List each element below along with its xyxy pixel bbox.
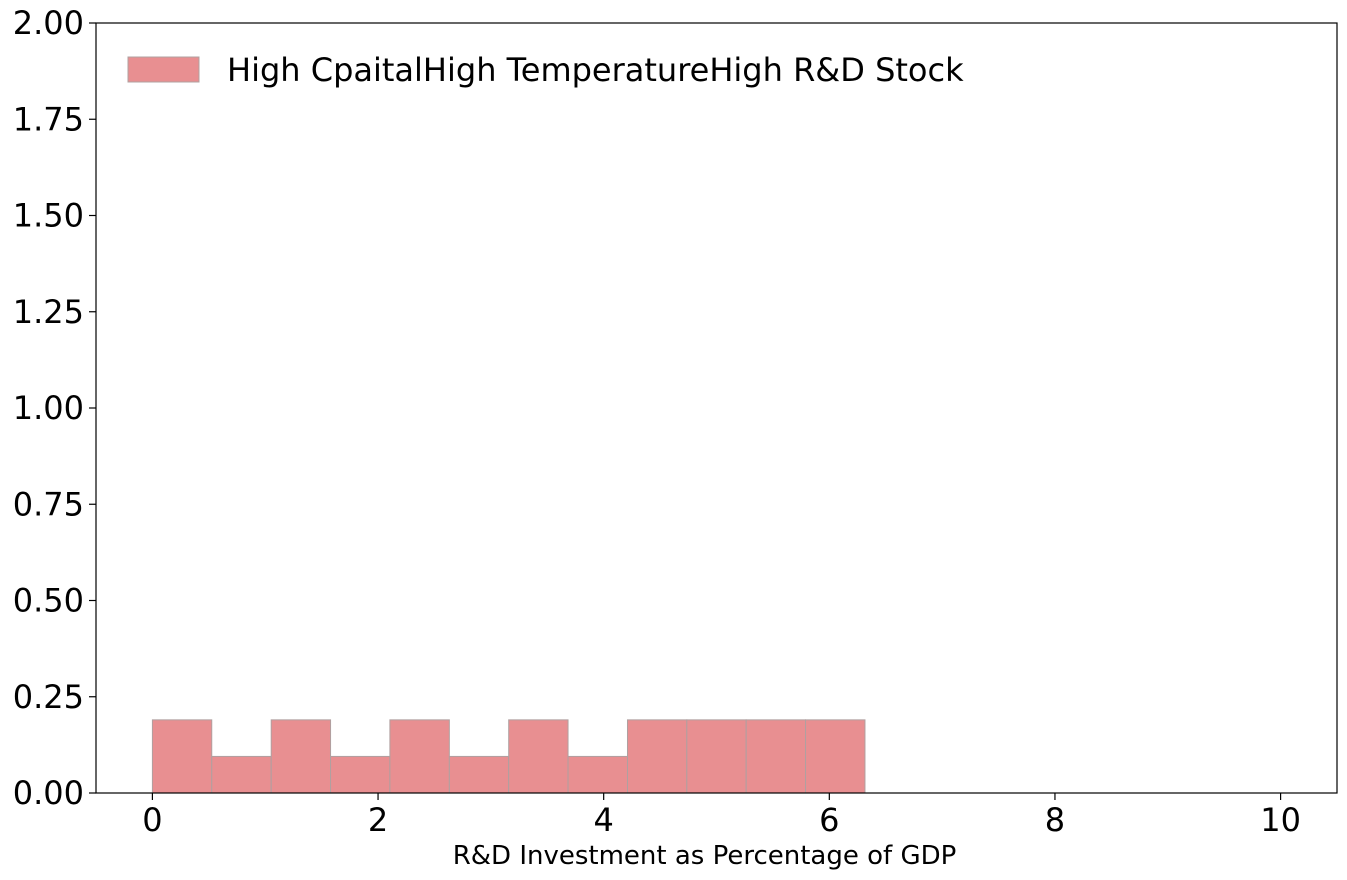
histogram-bar-9	[686, 719, 747, 794]
legend-swatch	[127, 56, 200, 83]
y-tick-label-5: 1.25	[13, 293, 84, 331]
y-axis-ticks: 0.00 0.25 0.50 0.75 1.00 1.25 1.50 1.75 2.00	[13, 4, 96, 812]
y-tick-label-7: 1.75	[13, 100, 84, 138]
histogram-bar-3	[330, 755, 391, 794]
histogram-bar-7	[567, 755, 628, 794]
x-axis-ticks: 0 2 4 6 8 10	[142, 793, 1301, 839]
legend-label: High CpaitalHigh TemperatureHigh R&D Sto…	[227, 51, 964, 89]
histogram-bar-5	[448, 755, 510, 794]
bars-group	[151, 719, 866, 794]
legend: High CpaitalHigh TemperatureHigh R&D Sto…	[127, 51, 964, 89]
histogram-bar-4	[389, 719, 450, 794]
x-tick-label-2: 4	[594, 801, 614, 839]
histogram-bar-8	[626, 719, 688, 794]
x-tick-label-4: 8	[1045, 801, 1065, 839]
x-tick-label-3: 6	[819, 801, 839, 839]
histogram-bar-10	[745, 719, 807, 794]
y-tick-label-4: 1.00	[13, 389, 84, 427]
histogram-bar-0	[151, 719, 213, 794]
x-tick-label-5: 10	[1260, 801, 1301, 839]
histogram-bar-11	[805, 719, 866, 794]
x-tick-label-0: 0	[142, 801, 162, 839]
y-tick-label-8: 2.00	[13, 4, 84, 42]
y-tick-label-6: 1.50	[13, 197, 84, 235]
histogram-bar-1	[211, 755, 272, 794]
x-tick-label-1: 2	[368, 801, 388, 839]
y-tick-label-3: 0.75	[13, 485, 84, 523]
y-tick-label-2: 0.50	[13, 582, 84, 620]
histogram-bar-2	[270, 719, 332, 794]
histogram-bar-6	[508, 719, 569, 794]
y-tick-label-1: 0.25	[13, 678, 84, 716]
x-axis-title: R&D Investment as Percentage of GDP	[453, 841, 957, 871]
y-tick-label-0: 0.00	[13, 774, 84, 812]
plot-frame	[95, 22, 1338, 794]
